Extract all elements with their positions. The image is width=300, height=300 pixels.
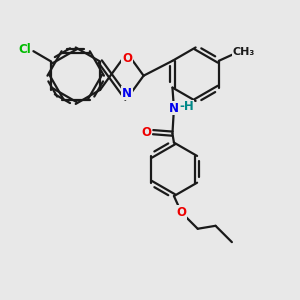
Text: N: N <box>169 102 179 115</box>
Text: CH₃: CH₃ <box>232 47 255 57</box>
Text: O: O <box>142 126 152 139</box>
Text: -H: -H <box>179 100 194 113</box>
Text: Cl: Cl <box>18 43 31 56</box>
Text: N: N <box>122 87 132 100</box>
Text: O: O <box>122 52 132 65</box>
Text: O: O <box>176 206 186 219</box>
